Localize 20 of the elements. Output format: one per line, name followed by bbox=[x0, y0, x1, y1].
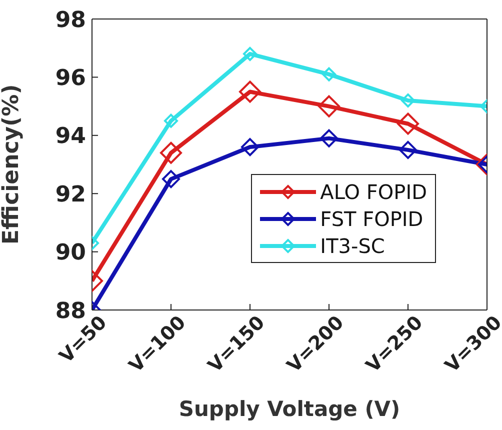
y-tick-label: 92 bbox=[55, 182, 86, 208]
point bbox=[241, 138, 259, 156]
y-tick-label: 90 bbox=[55, 240, 86, 266]
point bbox=[164, 114, 178, 128]
x-axis-title: Supply Voltage (V) bbox=[178, 397, 400, 421]
legend-label: IT3-SC bbox=[320, 234, 385, 258]
point bbox=[322, 67, 336, 82]
legend-label: ALO FOPID bbox=[320, 180, 427, 204]
point bbox=[320, 129, 338, 148]
legend-label: FST FOPID bbox=[320, 206, 424, 230]
point bbox=[160, 142, 182, 164]
point bbox=[318, 95, 340, 118]
y-tick-label: 98 bbox=[55, 8, 86, 33]
point bbox=[239, 80, 261, 103]
y-tick-label: 94 bbox=[55, 124, 86, 150]
point bbox=[162, 170, 180, 188]
y-axis-title: Efficiency(%) bbox=[0, 84, 24, 244]
y-tick-label: 96 bbox=[55, 66, 86, 92]
y-tick-label: 88 bbox=[55, 298, 86, 324]
point bbox=[243, 46, 257, 61]
